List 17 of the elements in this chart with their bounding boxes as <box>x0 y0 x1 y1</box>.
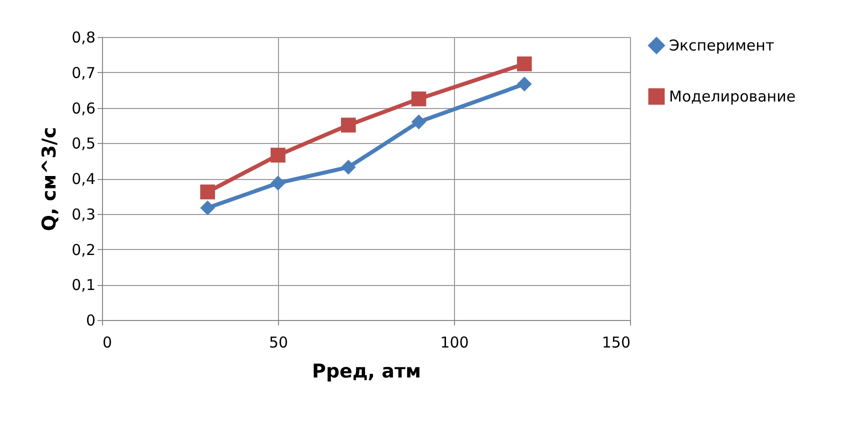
x-axis-title: Рред, атм <box>312 360 421 382</box>
y-axis-title: Q, см^3/с <box>38 126 61 232</box>
x-tick-label: 0 <box>102 334 112 352</box>
x-tick-label: 50 <box>268 334 288 352</box>
y-tick-label: 0 <box>86 312 96 330</box>
y-tick-label: 0,2 <box>72 240 96 259</box>
y-tick-label: 0,6 <box>72 99 96 118</box>
y-tick-label: 0,1 <box>72 276 96 294</box>
y-tick-label: 0,8 <box>72 28 96 46</box>
y-tick-label: 0,7 <box>72 64 96 82</box>
legend-label: Моделирование <box>669 88 796 106</box>
y-tick-label: 0,3 <box>72 205 96 224</box>
legend-label: Эксперимент <box>669 36 774 54</box>
x-tick-label: 150 <box>602 334 630 352</box>
y-tick-label: 0,4 <box>72 170 96 188</box>
x-tick-label: 100 <box>440 334 469 352</box>
y-tick-label: 0,5 <box>72 134 96 153</box>
